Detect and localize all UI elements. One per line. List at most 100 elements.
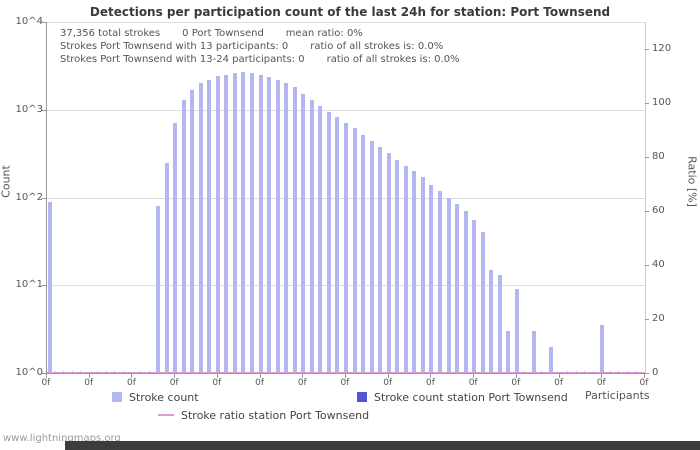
stroke-count-bar xyxy=(164,162,169,373)
stroke-count-bar xyxy=(480,232,485,373)
y-right-tick xyxy=(645,49,649,50)
station-count-swatch xyxy=(357,392,367,402)
x-minor-tick xyxy=(362,371,364,373)
stats-row-2: Strokes Port Townsend with 13 participan… xyxy=(60,40,482,53)
x-minor-tick xyxy=(626,371,628,373)
ratio-13-participants: ratio of all strokes is: 0.0% xyxy=(310,41,444,52)
x-tick-label: 0f xyxy=(596,378,606,388)
stroke-count-bar xyxy=(267,77,272,373)
gridline xyxy=(47,22,645,23)
y-right-tick xyxy=(645,373,649,374)
station-strokes: 0 Port Townsend xyxy=(182,28,264,39)
plot-area xyxy=(46,22,646,374)
x-tick-label: 0f xyxy=(425,378,435,388)
x-tick xyxy=(430,374,432,378)
x-minor-tick xyxy=(233,371,235,373)
y-left-tick xyxy=(42,22,46,23)
x-tick-label: 0f xyxy=(84,378,94,388)
x-minor-tick xyxy=(242,371,244,373)
y-right-tick-label: 0 xyxy=(652,367,659,378)
x-minor-tick xyxy=(165,371,167,373)
total-strokes: 37,356 total strokes xyxy=(60,28,161,39)
stroke-count-bar xyxy=(549,346,554,373)
y-left-tick xyxy=(42,285,46,287)
x-minor-tick xyxy=(293,371,295,373)
y-right-tick xyxy=(645,319,649,320)
stroke-count-bar xyxy=(352,127,357,373)
stroke-count-bar xyxy=(47,201,52,373)
stroke-count-bar xyxy=(232,73,237,373)
chart-title: Detections per participation count of th… xyxy=(89,5,611,19)
x-tick xyxy=(302,374,304,378)
x-tick-label: 0f xyxy=(554,378,564,388)
x-tick xyxy=(174,374,176,378)
stroke-count-bar xyxy=(207,79,212,373)
x-minor-tick xyxy=(618,371,620,373)
x-tick-label: 0f xyxy=(511,378,521,388)
x-minor-tick xyxy=(199,371,201,373)
x-minor-tick xyxy=(396,371,398,373)
y-left-tick-label: 10^1 xyxy=(15,279,43,291)
stroke-count-bar xyxy=(420,177,425,373)
x-tick xyxy=(216,374,218,378)
y-left-tick-label: 10^4 xyxy=(15,16,43,27)
x-minor-tick xyxy=(592,371,594,373)
x-minor-tick xyxy=(413,371,415,373)
x-minor-tick xyxy=(550,371,552,373)
stroke-count-bar xyxy=(173,123,178,373)
bottom-dark-bar xyxy=(65,441,700,450)
x-tick xyxy=(515,374,517,378)
ratio-13-24-participants: ratio of all strokes is: 0.0% xyxy=(326,54,460,65)
x-minor-tick xyxy=(114,371,116,373)
x-tick xyxy=(473,374,475,378)
x-tick xyxy=(387,374,389,378)
x-minor-tick xyxy=(421,371,423,373)
x-minor-tick xyxy=(139,371,141,373)
x-tick-label: 0f xyxy=(41,378,51,388)
y-axis-label-count: Count xyxy=(0,165,13,198)
y-right-tick-label: 40 xyxy=(652,259,665,270)
x-tick-label: 0f xyxy=(212,378,222,388)
x-minor-tick xyxy=(182,371,184,373)
y-right-tick xyxy=(645,265,649,266)
stroke-count-bar xyxy=(326,111,331,373)
x-minor-tick xyxy=(541,371,543,373)
y-right-tick xyxy=(645,103,649,104)
gridline xyxy=(47,109,645,111)
stroke-count-bar xyxy=(284,83,289,373)
x-minor-tick xyxy=(404,371,406,373)
stroke-count-bar xyxy=(600,325,605,373)
x-minor-tick xyxy=(148,371,150,373)
x-minor-tick xyxy=(285,371,287,373)
x-minor-tick xyxy=(370,371,372,373)
x-minor-tick xyxy=(379,371,381,373)
stroke-count-bar xyxy=(215,76,220,373)
y-left-tick-label: 10^2 xyxy=(15,191,43,203)
legend-item-station-count: Stroke count station Port Townsend xyxy=(357,391,568,404)
stroke-count-bar xyxy=(472,220,477,373)
x-minor-tick xyxy=(122,371,124,373)
x-minor-tick xyxy=(438,371,440,373)
stroke-count-bar xyxy=(489,269,494,373)
stroke-count-bar xyxy=(531,331,536,373)
stroke-count-bar xyxy=(506,331,511,373)
strokes-13-participants: Strokes Port Townsend with 13 participan… xyxy=(60,41,289,52)
x-tick-label: 0f xyxy=(126,378,136,388)
stats-block: 37,356 total strokes 0 Port Townsend mean … xyxy=(60,27,482,66)
stroke-count-bar xyxy=(378,146,383,373)
stats-row-1: 37,356 total strokes 0 Port Townsend mean … xyxy=(60,27,482,40)
x-minor-tick xyxy=(268,371,270,373)
stroke-count-bar xyxy=(241,71,246,373)
x-minor-tick xyxy=(157,371,159,373)
legend-item-stroke-ratio: Stroke ratio station Port Townsend xyxy=(158,409,369,422)
x-tick xyxy=(345,374,346,378)
x-tick-label: 0f xyxy=(297,378,307,388)
y-right-tick-label: 20 xyxy=(652,313,665,324)
x-tick-label: 0f xyxy=(340,378,350,388)
x-minor-tick xyxy=(319,371,321,373)
stroke-count-bar xyxy=(361,134,366,373)
legend-label-station-count: Stroke count station Port Townsend xyxy=(374,391,568,404)
x-minor-tick xyxy=(567,371,569,373)
x-minor-tick xyxy=(336,371,338,373)
